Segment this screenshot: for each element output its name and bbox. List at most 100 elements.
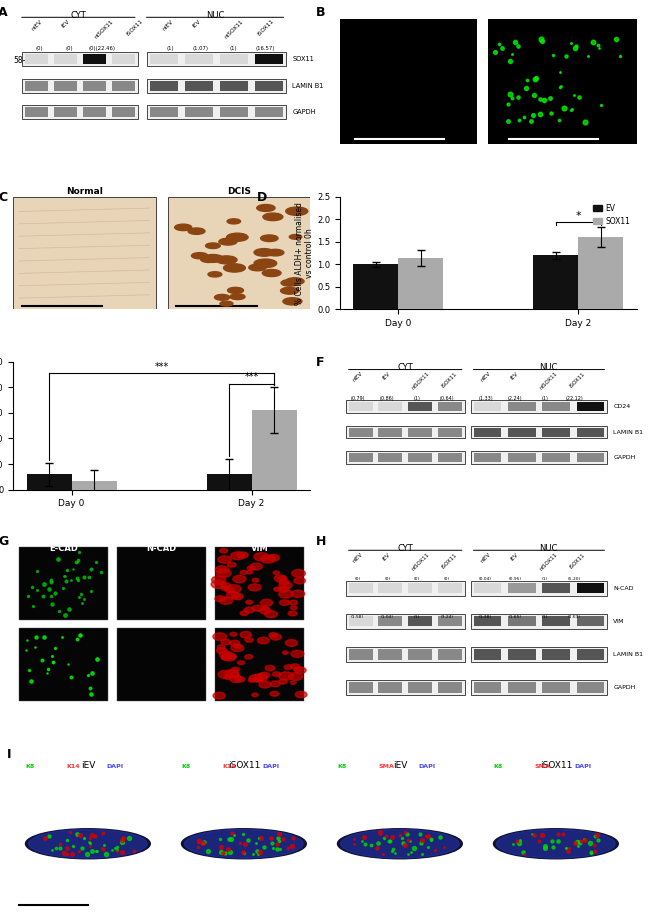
Circle shape: [285, 278, 304, 285]
Bar: [438, 453, 462, 462]
Circle shape: [265, 665, 275, 671]
Circle shape: [231, 644, 244, 652]
Bar: [117, 628, 206, 700]
Text: niEV: niEV: [352, 552, 364, 564]
Circle shape: [294, 667, 306, 674]
Text: iSOX11: iSOX11: [569, 552, 586, 570]
Bar: [83, 82, 106, 91]
Bar: [19, 547, 108, 619]
Bar: [542, 649, 569, 660]
Text: D: D: [257, 191, 267, 204]
Text: niEV: niEV: [480, 552, 491, 564]
Circle shape: [213, 692, 226, 699]
Circle shape: [224, 264, 246, 272]
Bar: [25, 54, 48, 64]
Text: iEV: iEV: [509, 552, 519, 562]
Bar: [471, 425, 607, 438]
Bar: [438, 403, 462, 411]
Bar: [542, 453, 569, 462]
Circle shape: [181, 829, 306, 858]
Circle shape: [261, 235, 278, 242]
Bar: [340, 18, 476, 144]
Circle shape: [252, 606, 263, 611]
Y-axis label: % Cells ALDH+ normalised
vs control 0h: % Cells ALDH+ normalised vs control 0h: [295, 201, 314, 304]
Circle shape: [289, 600, 298, 605]
Bar: [474, 649, 501, 660]
Circle shape: [292, 570, 306, 577]
Text: (1): (1): [542, 577, 548, 581]
Circle shape: [261, 607, 268, 610]
Bar: [408, 583, 432, 594]
Circle shape: [294, 667, 302, 672]
Bar: [185, 82, 213, 91]
Circle shape: [230, 294, 245, 300]
Bar: [408, 682, 432, 693]
Text: DAPI: DAPI: [263, 765, 280, 769]
Bar: [508, 649, 536, 660]
Text: NUC: NUC: [539, 363, 557, 372]
Text: K8: K8: [493, 765, 502, 769]
Bar: [408, 616, 432, 627]
Bar: [215, 628, 304, 700]
Circle shape: [265, 611, 278, 618]
Circle shape: [254, 552, 268, 561]
Text: (1): (1): [541, 396, 549, 402]
Bar: [112, 108, 135, 117]
Bar: [25, 82, 48, 91]
Circle shape: [290, 681, 296, 685]
Text: K8: K8: [181, 765, 190, 769]
Circle shape: [259, 681, 271, 688]
Text: niEV: niEV: [352, 371, 364, 383]
Circle shape: [185, 830, 303, 858]
Bar: [508, 453, 536, 462]
Text: (0.79): (0.79): [350, 396, 365, 402]
Circle shape: [273, 571, 280, 574]
Circle shape: [267, 554, 280, 562]
Text: iEV: iEV: [191, 18, 202, 28]
Circle shape: [240, 571, 247, 574]
Circle shape: [248, 584, 261, 591]
Text: (0.86): (0.86): [380, 396, 395, 402]
Text: iSOX11: iSOX11: [257, 18, 275, 37]
Circle shape: [222, 652, 237, 661]
Bar: [438, 682, 462, 693]
Bar: [508, 403, 536, 411]
Circle shape: [279, 590, 293, 598]
Circle shape: [263, 269, 281, 277]
Bar: [438, 583, 462, 594]
Circle shape: [211, 580, 226, 588]
Circle shape: [227, 288, 244, 293]
Bar: [27, 474, 72, 490]
Circle shape: [289, 234, 302, 239]
Circle shape: [192, 253, 208, 259]
Text: iSOX11: iSOX11: [441, 371, 458, 388]
Text: SOX11: SOX11: [292, 56, 314, 62]
Text: (1.33): (1.33): [478, 396, 493, 402]
Text: iEV: iEV: [382, 552, 391, 562]
Circle shape: [237, 552, 248, 558]
Bar: [346, 425, 465, 438]
Bar: [220, 82, 248, 91]
Bar: [13, 197, 155, 310]
Circle shape: [220, 597, 233, 605]
Bar: [474, 453, 501, 462]
Bar: [534, 255, 578, 310]
Bar: [22, 52, 138, 66]
Bar: [474, 403, 501, 411]
Bar: [255, 82, 283, 91]
Bar: [220, 108, 248, 117]
Circle shape: [279, 576, 285, 580]
Text: B: B: [316, 6, 326, 19]
Bar: [346, 400, 465, 413]
Text: niEV: niEV: [480, 371, 491, 383]
Bar: [577, 616, 604, 627]
Circle shape: [231, 673, 240, 677]
Circle shape: [218, 670, 233, 678]
Circle shape: [245, 638, 254, 642]
Bar: [349, 682, 372, 693]
Circle shape: [213, 633, 227, 641]
Text: niSOX11: niSOX11: [4, 569, 10, 598]
Bar: [408, 649, 432, 660]
Bar: [185, 54, 213, 64]
Text: (1.07): (1.07): [192, 46, 208, 51]
